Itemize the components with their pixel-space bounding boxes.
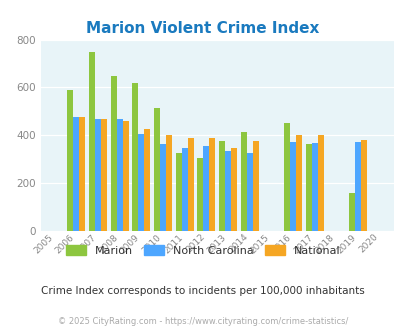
Text: Marion Violent Crime Index: Marion Violent Crime Index [86,21,319,36]
Bar [224,151,230,231]
Bar [160,144,166,231]
Bar [181,148,187,231]
Bar [203,146,209,231]
Bar [289,142,295,231]
Bar [122,121,128,231]
Bar [230,148,237,231]
Bar [209,138,215,231]
Bar [187,138,193,231]
Bar [89,51,95,231]
Bar [252,141,258,231]
Bar [348,193,354,231]
Bar [305,144,311,231]
Bar [295,135,301,231]
Bar [311,143,317,231]
Bar [246,152,252,231]
Bar [360,140,366,231]
Bar [317,135,323,231]
Bar [138,134,144,231]
Bar [240,132,246,231]
Bar [79,117,85,231]
Bar [218,141,224,231]
Bar [283,123,289,231]
Bar [132,83,138,231]
Text: Crime Index corresponds to incidents per 100,000 inhabitants: Crime Index corresponds to incidents per… [41,286,364,296]
Legend: Marion, North Carolina, National: Marion, North Carolina, National [61,241,344,260]
Bar [144,129,150,231]
Bar [166,135,172,231]
Bar [110,76,116,231]
Bar [116,118,122,231]
Bar [101,118,107,231]
Bar [73,117,79,231]
Bar [354,143,360,231]
Text: © 2025 CityRating.com - https://www.cityrating.com/crime-statistics/: © 2025 CityRating.com - https://www.city… [58,317,347,326]
Bar [153,108,160,231]
Bar [95,118,101,231]
Bar [175,152,181,231]
Bar [67,90,73,231]
Bar [197,158,203,231]
